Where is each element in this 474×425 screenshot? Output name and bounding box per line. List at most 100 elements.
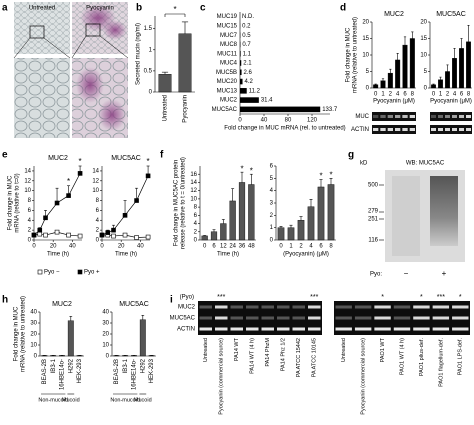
x-tick-label: 1 [439, 92, 443, 98]
y-tick-label: 2 [28, 228, 32, 234]
gel-band [373, 128, 379, 131]
x-tick-label: 2 [389, 92, 393, 98]
y-tick-label: 1 [149, 47, 153, 53]
x-tick-label: 1 [289, 244, 293, 250]
x-tick-label: 20 [50, 244, 57, 250]
panel-letter: e [2, 150, 8, 161]
image-label: Untreated [29, 6, 55, 12]
value-label: 0.5 [242, 33, 251, 39]
y-tick-label: 4 [194, 221, 198, 227]
gel-band [413, 327, 430, 331]
y-tick-label: 15 [362, 36, 369, 42]
bar [327, 184, 335, 241]
y-tick-label: 0 [424, 86, 428, 92]
x-tick-label: 36 [239, 244, 246, 250]
x-tick-label: 2 [299, 244, 303, 250]
gel-band [432, 327, 450, 331]
gel-band [277, 327, 290, 331]
lane-label: + [442, 269, 447, 278]
data-point [134, 235, 139, 240]
y-tick-label: 0 [366, 86, 370, 92]
panel-letter: f [160, 150, 164, 161]
bar [277, 227, 285, 241]
y-axis-label: Fold change in MUC5AC protein [174, 160, 180, 246]
value-label: 1.1 [243, 51, 252, 57]
gel-band [409, 115, 415, 118]
y-tick-label: 40 [30, 310, 37, 316]
gel-row-label: MUC [355, 114, 369, 120]
bar [240, 60, 242, 66]
gel-band [261, 316, 274, 320]
x-tick-label: 0 [203, 244, 207, 250]
group-label: Non-mucoid [38, 397, 68, 403]
x-tick-label: 0 [279, 244, 283, 250]
lane-label: PA ATCC 15442 [296, 338, 302, 377]
x-tick-label: 1 [381, 92, 385, 98]
data-point [37, 227, 43, 233]
group-label: Mucoid [62, 397, 80, 403]
value-label: 133.7 [322, 107, 338, 113]
y-tick-label: 5 [270, 176, 274, 182]
significance-mark: * [147, 157, 150, 166]
lane-label: PA14 Phz 1/2 [281, 338, 287, 371]
marker-label: 251 [368, 217, 379, 223]
gel-band [387, 128, 393, 131]
significance-mark: * [240, 164, 243, 173]
gel-band [452, 128, 457, 131]
x-tick-label: 0 [374, 92, 378, 98]
gel-band [246, 305, 259, 309]
significance-mark: * [329, 170, 332, 179]
chart-title: MUC5AC [119, 301, 149, 308]
gel-row-label: ACTIN [177, 327, 195, 333]
panel-letter: d [340, 3, 346, 14]
y-axis-label: Secreted mucin (ng/ml) [136, 23, 142, 85]
y-tick-label: 10 [362, 53, 369, 59]
lane-label: Pyocyanin (commercial source) [219, 338, 225, 415]
micrographs [13, 2, 129, 138]
gel-band [452, 305, 469, 309]
x-tick-label: 8 [329, 244, 333, 250]
gel-band [393, 327, 411, 331]
legend-swatch [77, 269, 83, 275]
x-tick-label: 4 [453, 92, 457, 98]
value-label: 11.2 [249, 88, 261, 94]
gel-row-label: ACTIN [351, 127, 369, 133]
bar [459, 48, 464, 89]
y-tick-label: MUC20 [217, 79, 238, 85]
bar [445, 71, 450, 89]
y-axis-label: mRNA (relative to t=0) [15, 173, 21, 232]
gel-band [335, 327, 352, 331]
y-tick-label: 2 [194, 229, 198, 235]
treatment-label: (Pyo) [180, 295, 194, 301]
gel-band [261, 305, 274, 309]
gel-band [432, 316, 450, 320]
y-tick-label: 20 [362, 20, 369, 26]
x-tick-label: 8 [411, 92, 415, 98]
x-tick-label: 8 [467, 92, 471, 98]
gel-strip [430, 112, 472, 121]
y-tick-label: 0 [270, 238, 274, 244]
lane-label: PA14 WT [234, 337, 240, 361]
y-tick-label: MUC11 [217, 51, 238, 57]
x-tick-label: BEAS-2B [114, 359, 120, 384]
lane-label: PAO1 WT [380, 337, 386, 362]
data-point [66, 193, 71, 198]
data-point [77, 233, 83, 239]
x-tick-label: H292 [68, 358, 74, 373]
y-tick-label: 14 [24, 169, 31, 175]
gel-band [230, 305, 243, 309]
bar [240, 106, 321, 113]
y-tick-label: 12 [92, 178, 99, 184]
x-tick-label: 120 [307, 118, 318, 124]
y-tick-label: 20 [102, 332, 109, 338]
lane-label: Untreated [341, 338, 347, 362]
panel-letter: c [200, 3, 206, 14]
data-point [105, 230, 111, 235]
group-label: Non-mucoid [110, 397, 140, 403]
bar [452, 58, 457, 89]
treatment-label: Pyo: [370, 272, 382, 278]
y-tick-label: 0 [96, 238, 100, 244]
gel-band [230, 316, 243, 320]
